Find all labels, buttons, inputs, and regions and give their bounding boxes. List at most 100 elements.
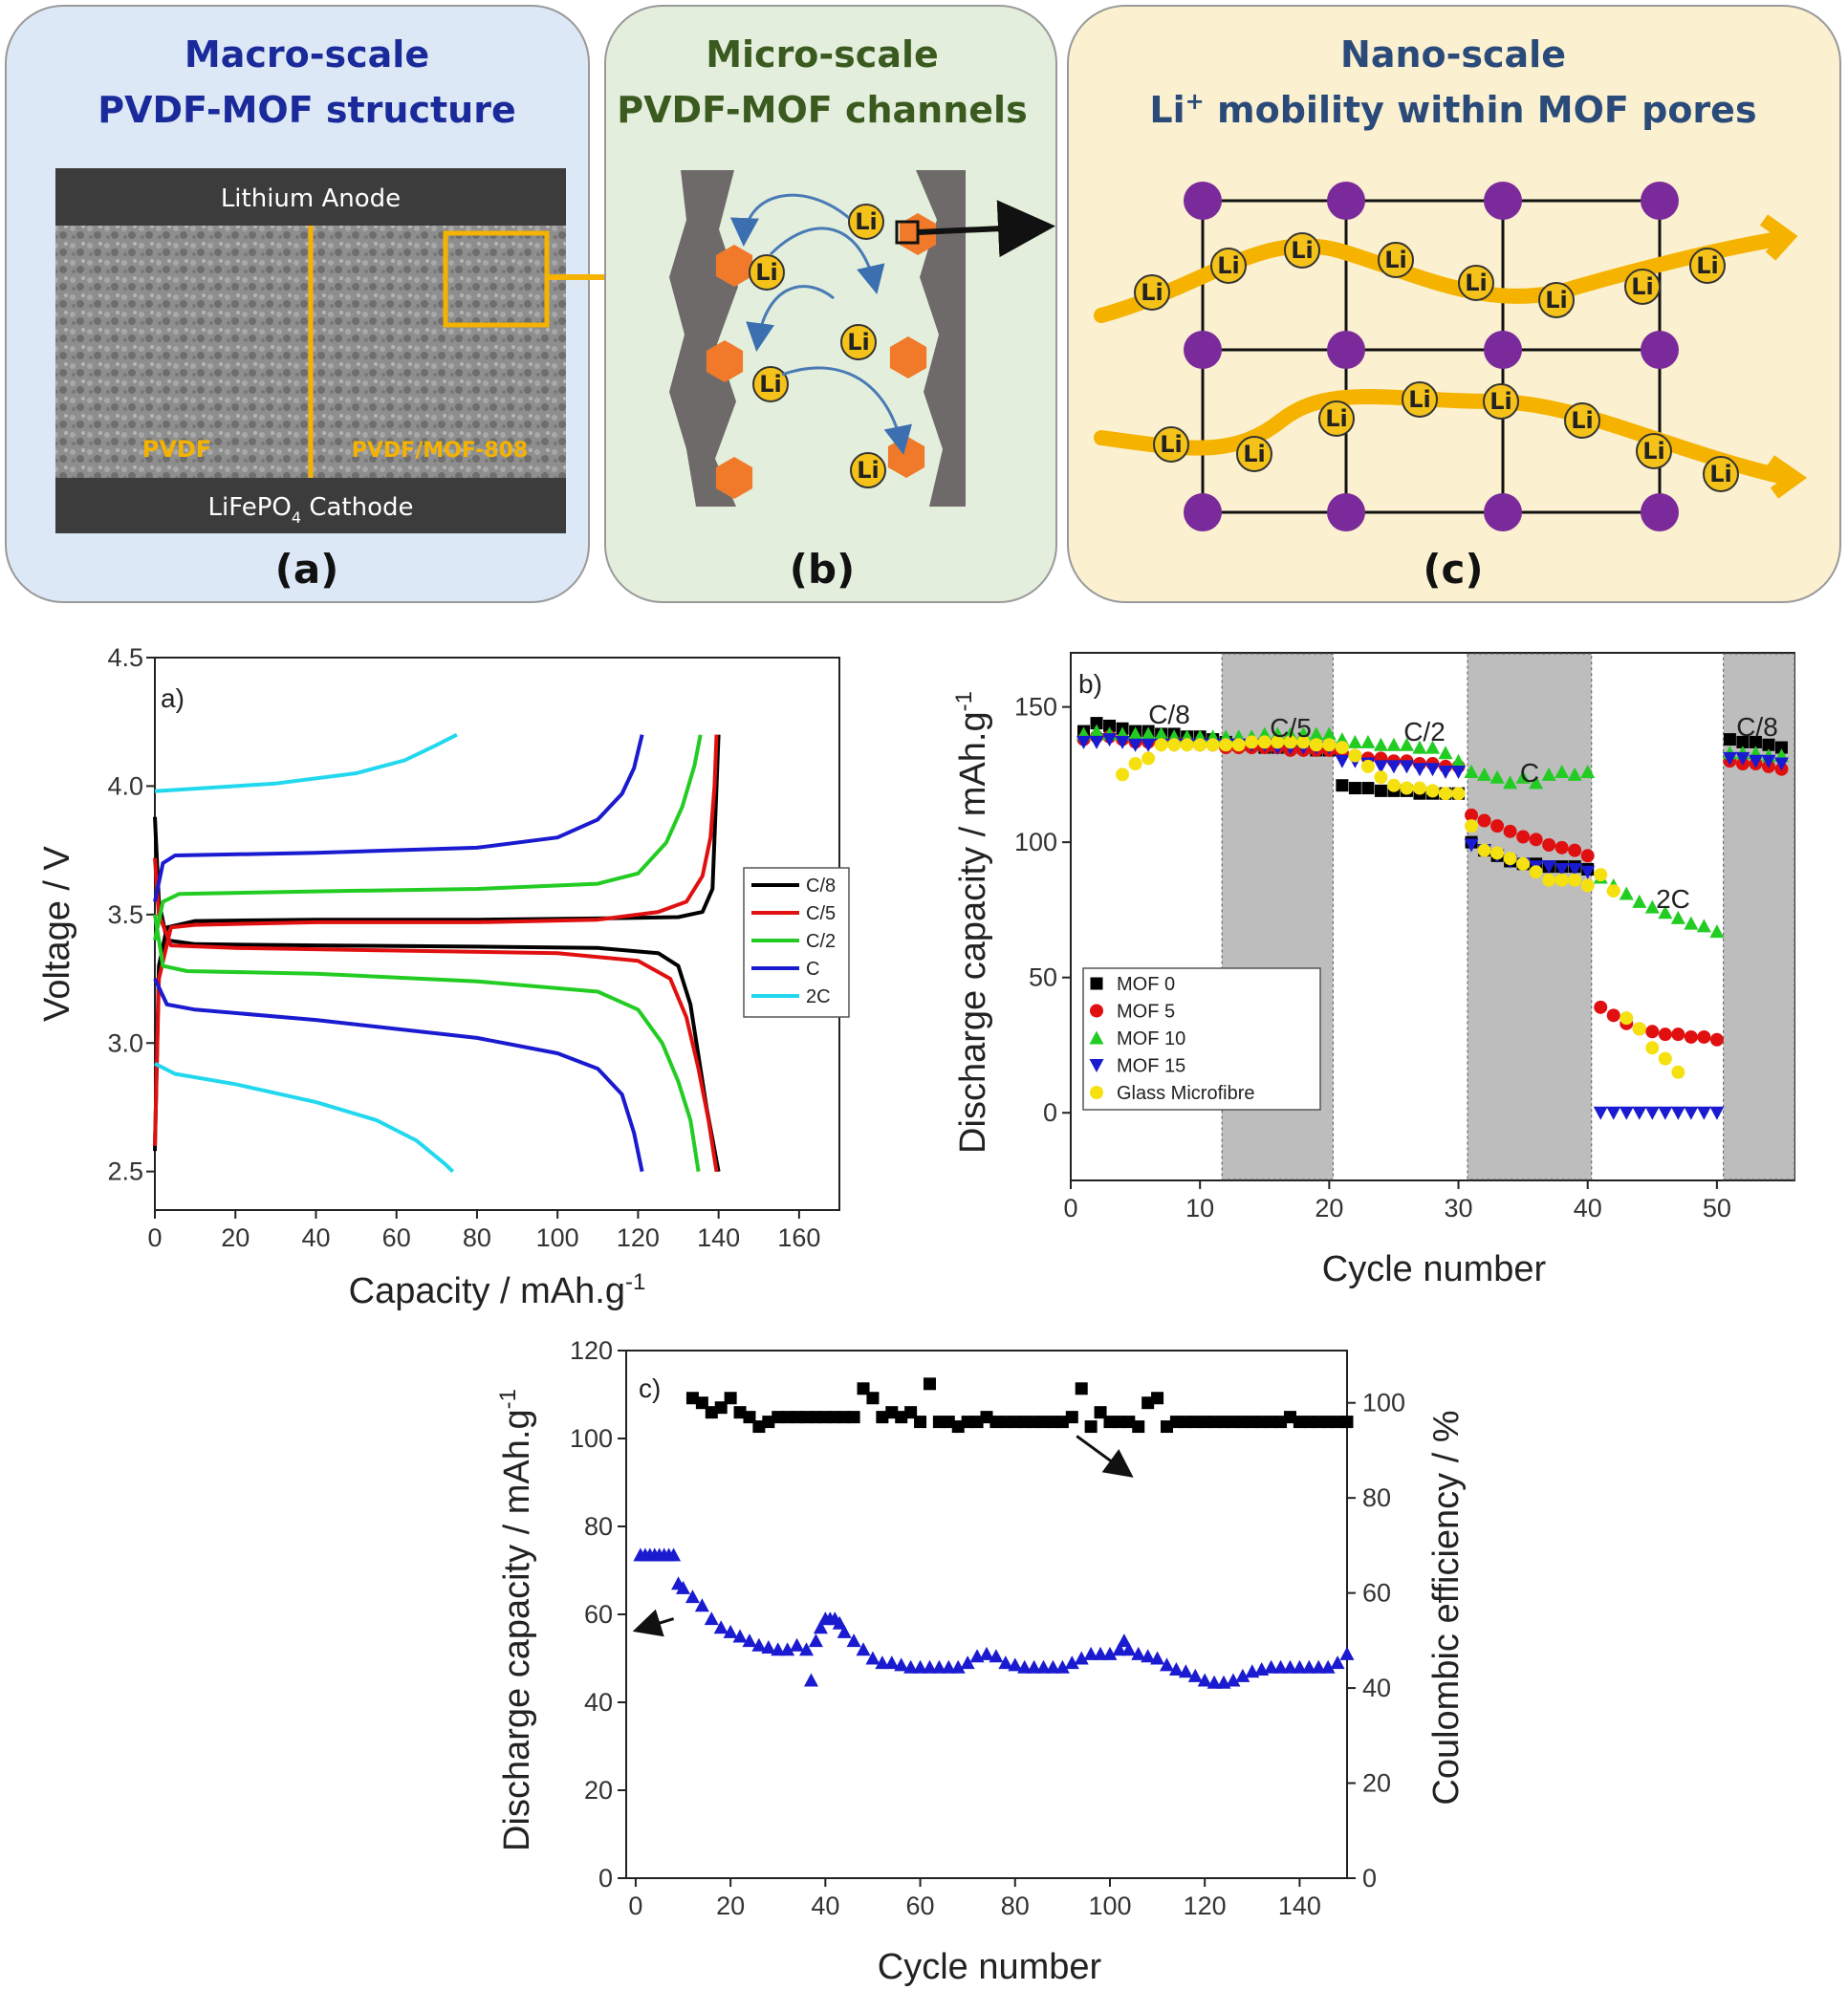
li-ion-label: Li [1465,270,1488,296]
data-point [1516,856,1531,871]
data-point [1103,1416,1117,1429]
data-point [1336,779,1349,792]
chart-c-series [633,1377,1355,1689]
data-point [1064,1655,1079,1670]
data-point [876,1411,889,1424]
data-point [1773,757,1789,771]
data-point [1632,1106,1647,1120]
schematic-panel-b: Micro-scale PVDF-MOF channels LiLiLiLiLi… [604,5,1057,603]
data-point [865,1651,881,1665]
chart-c-axis-arrows [632,1435,1134,1637]
series-line-discharge [153,978,644,1173]
chart-a-y-axis-label: Voltage / V [37,845,77,1021]
data-point [803,1673,818,1687]
data-point [1490,846,1505,860]
data-point [847,1411,860,1424]
pathway-arrowhead [1767,455,1808,499]
data-point [1606,1008,1620,1023]
data-point [1542,837,1556,852]
data-point [1593,1106,1608,1120]
metal-node [1327,182,1365,220]
data-point [1568,873,1582,887]
data-point [1141,1396,1155,1410]
data-point [1094,1406,1107,1419]
data-point [1076,735,1092,749]
data-point [761,1640,776,1654]
y-tick-label: 60 [1362,1579,1391,1608]
data-point [1761,754,1776,768]
data-point [1348,748,1362,763]
data-point [1736,735,1750,748]
y-tick-label: 100 [1362,1389,1405,1417]
data-point [1425,763,1440,777]
data-point [1696,1106,1711,1120]
data-point [1684,916,1699,930]
data-point [1274,1416,1288,1429]
data-point [1046,1416,1059,1429]
legend-label: MOF 0 [1117,974,1175,995]
data-point [1620,1011,1634,1026]
data-point [1632,894,1647,908]
data-point [1309,726,1324,741]
data-point [1116,768,1130,782]
data-point [1542,873,1556,887]
legend-label: 2C [806,986,831,1007]
data-point [1217,1416,1230,1429]
data-point [1227,1416,1240,1429]
cathode-band [55,478,566,533]
metal-node [1641,182,1679,220]
data-point [1465,808,1479,822]
data-point [1723,733,1736,746]
y-tick-label: 120 [570,1336,613,1365]
x-tick-label: 20 [1315,1194,1343,1222]
data-point [1207,1675,1222,1689]
data-point [1670,1106,1685,1120]
data-point [1271,735,1285,749]
legend-label: C/5 [806,903,836,924]
data-point [1197,1673,1212,1687]
data-point [1090,717,1103,730]
data-point [1009,1416,1022,1429]
data-point [1684,1106,1699,1120]
data-point [1168,1662,1184,1676]
data-point [1198,1416,1211,1429]
data-point [1309,738,1323,752]
data-point [1374,770,1388,785]
y-tick-label: 0 [1043,1098,1057,1127]
data-point [1335,741,1349,755]
rate-step-shading [1467,653,1593,1180]
data-point [809,1411,822,1424]
data-point [1339,1646,1355,1660]
data-point [1516,830,1531,844]
mof-metal-nodes [1184,182,1679,531]
data-point [1399,760,1414,774]
data-point [1180,738,1194,752]
chart-a-voltage-profiles: a) Voltage / V Capacity / mAh.g-1 0 20 40 6… [37,643,850,1311]
data-point [1151,1392,1164,1405]
data-point [1438,746,1453,760]
data-point [1515,769,1531,784]
data-point [714,1401,728,1415]
data-point [1273,1659,1289,1674]
li-ion-circle [1689,248,1726,284]
data-point [1141,738,1156,752]
data-point [791,1411,804,1424]
panel-a-title-line1: Macro-scale [185,33,429,76]
x-tick-label: 30 [1445,1194,1473,1222]
data-point [1235,1668,1250,1682]
data-point [961,1416,974,1429]
data-point [1594,1000,1608,1014]
data-point [743,1411,756,1424]
rate-label: C/2 [1403,717,1446,746]
data-point [1529,833,1543,847]
data-point [1122,1416,1136,1429]
legend-label: MOF 5 [1117,1002,1175,1023]
data-point [1293,1416,1306,1429]
data-point [1386,737,1402,751]
data-point [1090,1004,1103,1018]
chart-b-rate-labels: C/8 C/5 C/2 C 2C C/8 [1148,700,1778,914]
data-point [1302,1416,1315,1429]
data-point [1054,1659,1070,1674]
hop-arrow [769,227,885,294]
metal-node [1184,331,1222,369]
